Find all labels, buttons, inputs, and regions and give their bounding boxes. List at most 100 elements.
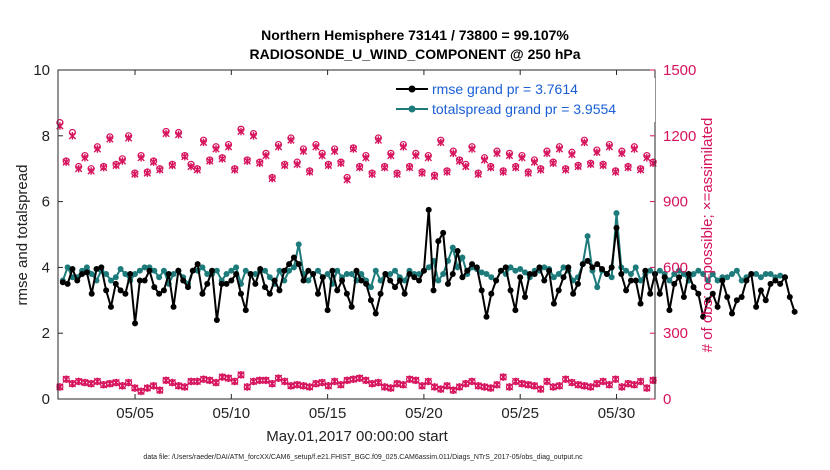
series-point-rmse: [425, 206, 432, 213]
series-point-rmse: [136, 277, 143, 284]
series-point-totalspread: [262, 267, 269, 274]
series-point-totalspread: [117, 266, 124, 273]
series-point-rmse: [724, 294, 731, 301]
series-point-rmse: [748, 270, 755, 277]
series-point-rmse: [714, 303, 721, 310]
series-point-totalspread: [555, 270, 562, 277]
obs-assimilated-point: [418, 169, 426, 177]
series-point-rmse: [454, 247, 461, 254]
obs-assimilated-point: [218, 155, 226, 163]
series-point-rmse: [396, 277, 403, 284]
obs-assimilated-point: [387, 151, 395, 160]
series-point-rmse: [358, 277, 365, 284]
obs-bottom-assimilated-point: [318, 378, 326, 387]
series-point-totalspread: [141, 264, 148, 271]
series-point-rmse: [170, 303, 177, 310]
y-left-tick-label: 10: [33, 62, 50, 79]
obs-bottom-assimilated-point: [337, 380, 345, 389]
series-point-rmse: [676, 274, 683, 281]
obs-bottom-assimilated-point: [505, 383, 514, 391]
series-point-rmse: [647, 290, 654, 297]
series-point-rmse: [560, 274, 567, 281]
series-point-rmse: [666, 307, 673, 314]
series-point-rmse: [502, 264, 509, 271]
obs-bottom-assimilated-point: [368, 379, 376, 388]
series-point-rmse: [435, 238, 442, 245]
series-point-rmse: [382, 270, 389, 277]
series-point-totalspread: [729, 270, 736, 277]
series-point-totalspread: [512, 267, 519, 274]
series-point-totalspread: [757, 274, 764, 281]
obs-bottom-assimilated-point: [499, 373, 507, 381]
series-point-totalspread: [387, 270, 394, 277]
obs-assimilated-point: [493, 149, 501, 158]
obs-bottom-assimilated-point: [206, 376, 214, 385]
series-point-totalspread: [507, 264, 514, 271]
obs-bottom-assimilated-point: [443, 382, 451, 390]
obs-bottom-assimilated-point: [424, 377, 432, 386]
obs-bottom-assimilated-point: [243, 383, 251, 391]
series-point-totalspread: [233, 264, 240, 271]
obs-assimilated-point: [62, 158, 70, 166]
series-point-totalspread: [151, 267, 158, 274]
series-point-totalspread: [714, 277, 721, 284]
series-point-totalspread: [103, 270, 110, 277]
series-point-rmse: [767, 280, 774, 287]
chart-title-line2: RADIOSONDE_U_WIND_COMPONENT @ 250 hPa: [249, 46, 580, 62]
series-point-totalspread: [435, 277, 442, 284]
series-point-totalspread: [753, 270, 760, 277]
obs-assimilated-point: [87, 167, 95, 175]
obs-bottom-assimilated-point: [287, 382, 295, 390]
series-point-totalspread: [107, 277, 114, 284]
series-point-totalspread: [343, 270, 350, 277]
obs-assimilated-point: [299, 147, 308, 155]
obs-assimilated-point: [349, 145, 358, 153]
obs-bottom-assimilated-point: [636, 377, 645, 386]
obs-assimilated-point: [555, 145, 564, 153]
obs-assimilated-point: [611, 168, 620, 176]
obs-bottom-assimilated-point: [387, 384, 395, 392]
obs-assimilated-point: [262, 151, 270, 160]
series-point-rmse: [107, 303, 114, 310]
obs-bottom-assimilated-point: [599, 377, 607, 386]
obs-bottom-assimilated-point: [68, 379, 77, 388]
obs-assimilated-point: [468, 145, 476, 153]
obs-bottom-assimilated-point: [374, 378, 383, 387]
obs-assimilated-point: [237, 127, 245, 136]
series-point-rmse: [444, 280, 451, 287]
series-point-rmse: [228, 277, 235, 284]
series-point-totalspread: [724, 274, 731, 281]
series-point-rmse: [213, 317, 220, 324]
obs-bottom-assimilated-point: [512, 377, 520, 386]
obs-assimilated-point: [599, 161, 607, 170]
obs-bottom-assimilated-point: [487, 384, 495, 392]
obs-bottom-assimilated-point: [218, 373, 226, 381]
obs-assimilated-point: [74, 164, 83, 173]
obs-assimilated-point: [568, 150, 576, 159]
series-point-totalspread: [666, 277, 673, 284]
series-point-rmse: [262, 284, 269, 291]
series-point-rmse: [233, 270, 240, 277]
obs-assimilated-point: [561, 165, 570, 174]
obs-assimilated-point: [480, 156, 489, 164]
obs-bottom-assimilated-point: [605, 380, 614, 389]
series-point-rmse: [555, 287, 562, 294]
obs-bottom-assimilated-point: [362, 376, 370, 385]
obs-assimilated-point: [636, 165, 645, 174]
series-point-rmse: [363, 280, 370, 287]
series-point-rmse: [112, 280, 119, 287]
series-point-rmse: [151, 284, 158, 291]
obs-assimilated-point: [374, 136, 383, 144]
series-point-rmse: [526, 270, 533, 277]
series-point-rmse: [777, 280, 784, 287]
series-point-rmse: [781, 274, 788, 281]
obs-bottom-assimilated-point: [268, 379, 276, 388]
obs-bottom-assimilated-point: [324, 382, 333, 390]
series-point-totalspread: [454, 264, 461, 271]
chart-title-line1: Northern Hemisphere 73141 / 73800 = 99.1…: [261, 27, 569, 43]
series-point-totalspread: [83, 264, 90, 271]
obs-bottom-assimilated-point: [355, 374, 364, 382]
series-point-rmse: [387, 277, 394, 284]
series-point-totalspread: [348, 270, 355, 277]
